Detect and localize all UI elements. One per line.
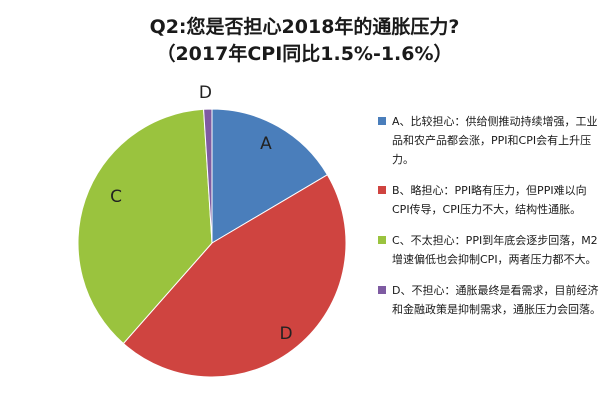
legend-text-b: B、略担心：PPI略有压力，但PPI难以向CPI传导，CPI压力不大，结构性通胀… <box>392 184 587 216</box>
legend-text-c: C、不太担心：PPI到年底会逐步回落，M2增速偏低也会抑制CPI，两者压力都不大… <box>392 234 598 266</box>
slice-label-d-1: D <box>279 324 292 344</box>
chart-title-block: Q2:您是否担心2018年的通胀压力? （2017年CPI同比1.5%-1.6%… <box>0 14 609 68</box>
legend-item-b: B、略担心：PPI略有压力，但PPI难以向CPI传导，CPI压力不大，结构性通胀… <box>376 181 604 219</box>
legend-item-c: C、不太担心：PPI到年底会逐步回落，M2增速偏低也会抑制CPI，两者压力都不大… <box>376 231 604 269</box>
legend-swatch-a <box>378 117 386 125</box>
legend-swatch-b <box>378 186 386 194</box>
legend: A、比较担心：供给侧推动持续增强，工业品和农产品都会涨，PPI和CPI会有上升压… <box>376 112 604 331</box>
legend-text-a: A、比较担心：供给侧推动持续增强，工业品和农产品都会涨，PPI和CPI会有上升压… <box>392 115 598 166</box>
legend-item-d: D、不担心：通胀最终是看需求，目前经济和金融政策是抑制需求，通胀压力会回落。 <box>376 281 604 319</box>
slice-label-d-3: D <box>199 83 212 103</box>
legend-swatch-d <box>378 286 386 294</box>
legend-text-d: D、不担心：通胀最终是看需求，目前经济和金融政策是抑制需求，通胀压力会回落。 <box>392 284 601 316</box>
legend-swatch-c <box>378 236 386 244</box>
legend-item-a: A、比较担心：供给侧推动持续增强，工业品和农产品都会涨，PPI和CPI会有上升压… <box>376 112 604 169</box>
pie-slice-d-3 <box>203 108 213 244</box>
pie-slice-a-0 <box>211 108 329 244</box>
slice-label-c-2: C <box>110 187 122 207</box>
chart-subtitle: （2017年CPI同比1.5%-1.6%） <box>156 43 453 65</box>
pie-slice-d-1 <box>122 174 347 378</box>
pie-slice-c-2 <box>77 108 213 345</box>
slice-label-a-0: A <box>260 134 272 154</box>
chart-title: Q2:您是否担心2018年的通胀压力? <box>149 16 460 38</box>
